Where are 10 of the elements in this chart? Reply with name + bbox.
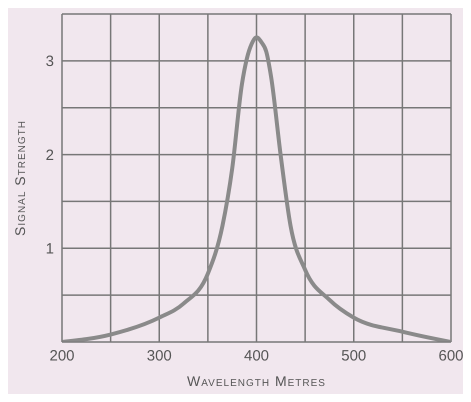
y-tick-label: 1	[46, 240, 54, 258]
x-tick-label: 300	[146, 348, 172, 365]
y-axis-title: Signal Strength	[12, 120, 28, 236]
y-tick-label: 3	[46, 53, 54, 70]
x-tick-label: 200	[49, 348, 75, 365]
x-tick-label: 400	[244, 348, 270, 365]
y-tick-label: 2	[46, 146, 54, 164]
x-axis-title: Wavelength Metres	[187, 373, 326, 389]
x-tick-label: 600	[438, 348, 464, 365]
x-tick-label: 500	[341, 348, 366, 365]
